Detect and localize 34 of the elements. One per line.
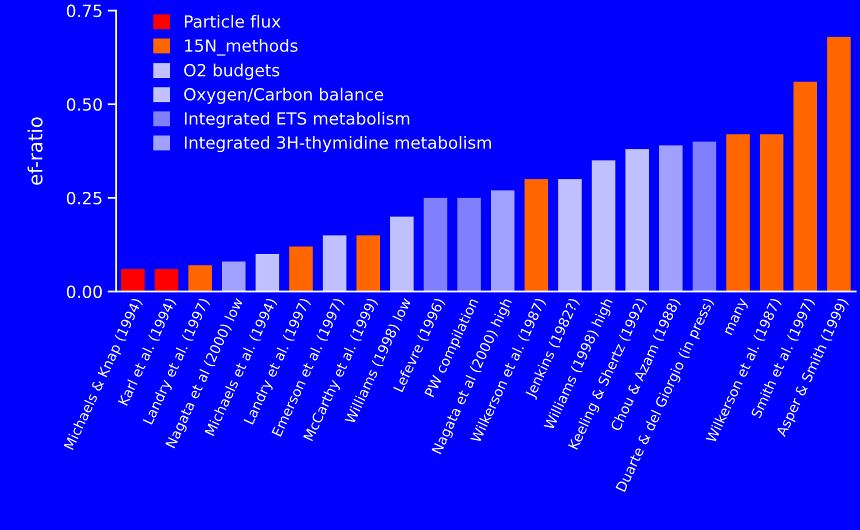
bar [659, 145, 683, 292]
bar [794, 82, 818, 292]
y-tick-label: 0.50 [66, 98, 102, 111]
legend-label: Particle flux [184, 14, 281, 28]
bar [760, 134, 784, 292]
bar [121, 269, 145, 292]
bar [222, 262, 246, 292]
y-tick-label: 0.75 [66, 4, 102, 18]
y-tick-label: 0.25 [66, 192, 102, 204]
bar [558, 179, 582, 292]
bar [592, 160, 616, 292]
bar [692, 142, 716, 292]
x-tick-label: many [724, 298, 750, 336]
legend-label: Integrated 3H-thymidine metabolism [184, 136, 491, 152]
legend-label: Integrated ETS metabolism [184, 112, 410, 128]
bar [457, 198, 481, 292]
bar [154, 269, 178, 292]
bar [827, 36, 851, 292]
bar [322, 235, 346, 292]
y-axis-title: ef-ratio [28, 117, 43, 185]
bar [424, 198, 448, 292]
bar [256, 254, 280, 292]
y-tick-label: 0.00 [66, 285, 102, 298]
bar [356, 235, 380, 292]
bar [390, 216, 414, 292]
legend-label: O2 budgets [184, 64, 280, 80]
bar [524, 179, 548, 292]
legend-label: Oxygen/Carbon balance [184, 88, 384, 104]
bar [289, 246, 313, 292]
legend-label: 15N_methods [185, 39, 298, 56]
bar [188, 265, 212, 292]
bar [625, 149, 649, 292]
bar [726, 134, 750, 292]
bar [490, 190, 514, 292]
